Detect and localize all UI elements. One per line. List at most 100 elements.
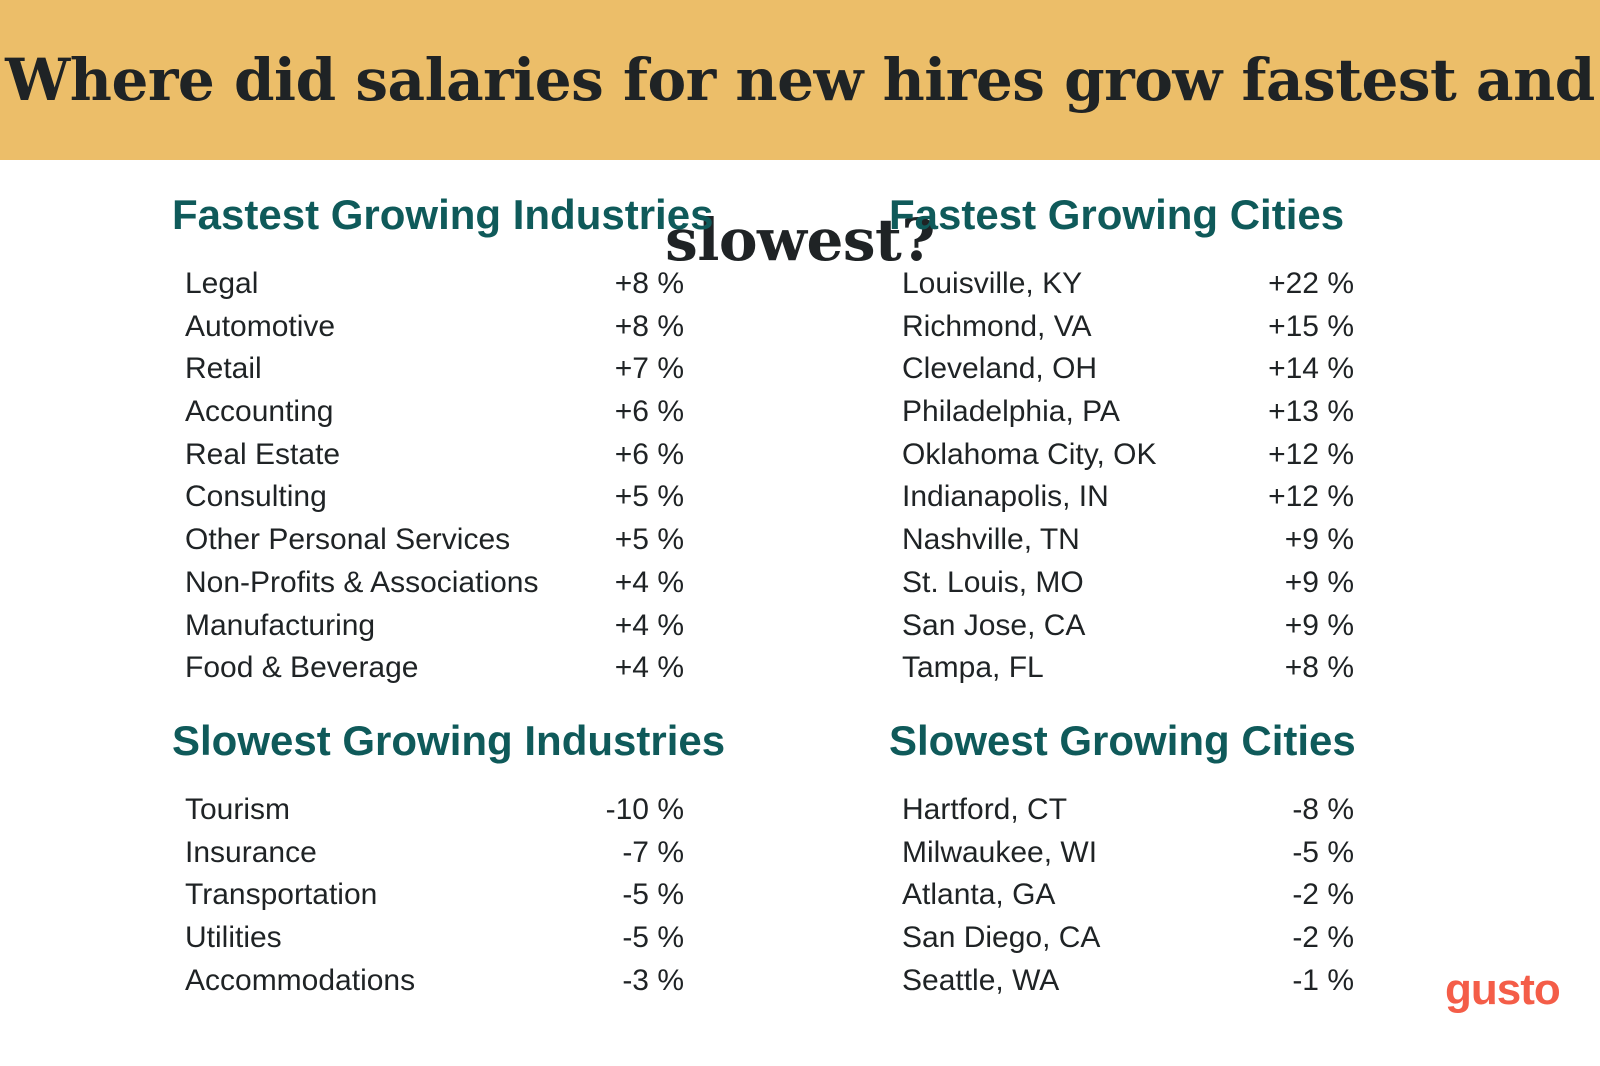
table-row: Legal +8 % [172,263,684,306]
table-row: Hartford, CT -8 % [889,789,1354,832]
table-row: Transportation -5 % [172,874,684,917]
row-value: +5 % [614,523,684,557]
row-value: +4 % [614,565,684,599]
row-value: +6 % [614,437,684,471]
row-label: Oklahoma City, OK [902,437,1157,471]
row-label: Milwaukee, WI [902,835,1098,869]
row-label: Richmond, VA [902,309,1092,343]
row-value: +12 % [1268,437,1354,471]
table-row: Tampa, FL +8 % [889,647,1354,690]
row-label: Nashville, TN [902,523,1080,557]
row-label: Philadelphia, PA [902,395,1120,429]
row-label: Hartford, CT [902,793,1068,826]
fastest-industries-title: Fastest Growing Industries [172,191,714,238]
slowest-industries-rows: Tourism -10 % Insurance -7 % Transportation -… [172,789,684,1002]
row-value: +9 % [1284,608,1354,642]
row-label: Tourism [185,793,291,826]
row-value: -5 % [622,921,684,955]
row-label: Manufacturing [185,608,376,642]
row-value: +9 % [1284,565,1354,599]
table-row: San Diego, CA -2 % [889,917,1354,960]
fastest-cities-title: Fastest Growing Cities [889,191,1345,238]
row-value: -10 % [605,793,684,826]
row-label: San Diego, CA [902,921,1101,955]
table-row: Accounting +6 % [172,391,684,434]
row-label: Accommodations [185,963,416,997]
row-label: Accounting [185,395,334,429]
row-label: Tampa, FL [902,651,1044,685]
row-label: Other Personal Services [185,523,511,557]
table-row: Real Estate +6 % [172,434,684,477]
row-label: Atlanta, GA [902,878,1056,912]
slowest-cities-title: Slowest Growing Cities [889,717,1356,764]
row-value: -2 % [1292,878,1354,912]
row-value: +5 % [614,480,684,514]
gusto-logo: gusto [1445,965,1561,1014]
row-value: +7 % [614,352,684,386]
table-row: Insurance -7 % [172,832,684,875]
slowest-cities-rows: Hartford, CT -8 % Milwaukee, WI -5 % Atlanta… [889,789,1354,1002]
table-row: Utilities -5 % [172,917,684,960]
row-value: +6 % [614,395,684,429]
row-label: San Jose, CA [902,608,1086,642]
row-value: +15 % [1268,309,1354,343]
row-label: Consulting [185,480,327,514]
row-label: Louisville, KY [902,267,1083,300]
row-label: Cleveland, OH [902,352,1098,386]
table-row: Philadelphia, PA +13 % [889,391,1354,434]
table-row: Oklahoma City, OK +12 % [889,434,1354,477]
row-label: St. Louis, MO [902,565,1084,599]
row-value: -8 % [1292,793,1354,826]
row-value: -1 % [1292,963,1354,997]
slowest-industries-table: Slowest Growing Industries Tourism -10 % I… [172,713,726,1002]
slowest-cities-table: Slowest Growing Cities Hartford, CT -8 % M… [889,713,1356,1002]
fastest-industries-table: Fastest Growing Industries Legal +8 % Auto… [172,187,714,690]
row-value: -2 % [1292,921,1354,955]
row-value: +22 % [1268,267,1354,300]
row-value: +8 % [1284,651,1354,685]
row-value: -5 % [1292,835,1354,869]
fastest-industries-rows: Legal +8 % Automotive +8 % Retail +7 % Account… [172,263,684,690]
slowest-industries-title: Slowest Growing Industries [172,717,726,764]
table-row: Richmond, VA +15 % [889,306,1354,349]
table-row: Other Personal Services +5 % [172,519,684,562]
row-value: +4 % [614,651,684,685]
fastest-cities-table: Fastest Growing Cities Louisville, KY +22… [889,187,1354,690]
row-value: +8 % [614,309,684,343]
table-row: Tourism -10 % [172,789,684,832]
fastest-cities-rows: Louisville, KY +22 % Richmond, VA +15 % Clev… [889,263,1354,690]
row-label: Food & Beverage [185,651,419,685]
table-row: Nashville, TN +9 % [889,519,1354,562]
row-label: Transportation [185,878,378,912]
table-row: Accommodations -3 % [172,960,684,1003]
row-label: Indianapolis, IN [902,480,1109,514]
row-label: Retail [185,352,262,386]
table-row: Indianapolis, IN +12 % [889,476,1354,519]
table-row: Atlanta, GA -2 % [889,874,1354,917]
page-title: Where did salaries for new hires grow fa… [5,46,1595,274]
row-label: Real Estate [185,437,341,471]
header-banner [0,0,1600,160]
row-value: +4 % [614,608,684,642]
table-row: St. Louis, MO +9 % [889,562,1354,605]
row-label: Non-Profits & Associations [185,565,539,599]
row-value: +9 % [1284,523,1354,557]
table-row: Manufacturing +4 % [172,605,684,648]
table-row: Retail +7 % [172,348,684,391]
table-row: Non-Profits & Associations +4 % [172,562,684,605]
table-row: Milwaukee, WI -5 % [889,832,1354,875]
row-label: Legal [185,267,259,300]
table-row: Seattle, WA -1 % [889,960,1354,1003]
row-label: Utilities [185,921,282,955]
row-label: Insurance [185,835,317,869]
row-value: -7 % [622,835,684,869]
table-row: Automotive +8 % [172,306,684,349]
row-value: -5 % [622,878,684,912]
row-label: Automotive [185,309,336,343]
table-row: San Jose, CA +9 % [889,605,1354,648]
table-row: Food & Beverage +4 % [172,647,684,690]
row-value: +12 % [1268,480,1354,514]
row-value: -3 % [622,963,684,997]
row-label: Seattle, WA [902,963,1060,997]
row-value: +8 % [614,267,684,300]
